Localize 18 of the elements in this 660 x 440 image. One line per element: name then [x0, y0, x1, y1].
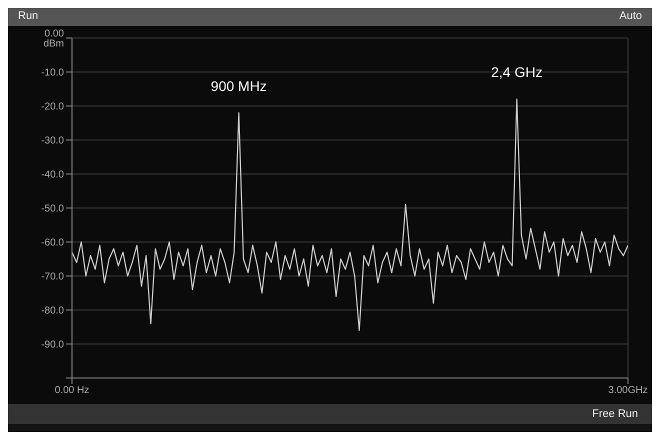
- y-tick-label: 0.00 dBm: [43, 28, 64, 50]
- y-tick-label: -70.0: [41, 272, 64, 283]
- y-tick-label: -80.0: [41, 306, 64, 317]
- text: Free Run: [592, 408, 638, 420]
- y-tick-label: -50.0: [41, 204, 64, 215]
- y-tick-label: -10.0: [41, 68, 64, 79]
- x-tick-label: 3.00GHz: [608, 385, 648, 396]
- annotation: 2,4 GHz: [491, 64, 542, 80]
- y-tick-label: -20.0: [41, 102, 64, 113]
- y-tick-label: -30.0: [41, 136, 64, 147]
- x-tick-label: 0.00 Hz: [54, 385, 90, 396]
- text: Run: [18, 10, 38, 24]
- annotation: 900 MHz: [210, 78, 267, 94]
- y-tick-label: -60.0: [41, 238, 64, 249]
- y-tick-label: -90.0: [41, 340, 64, 351]
- text: Auto: [619, 10, 642, 24]
- line-series: [72, 98, 628, 331]
- y-tick-label: -40.0: [41, 170, 64, 181]
